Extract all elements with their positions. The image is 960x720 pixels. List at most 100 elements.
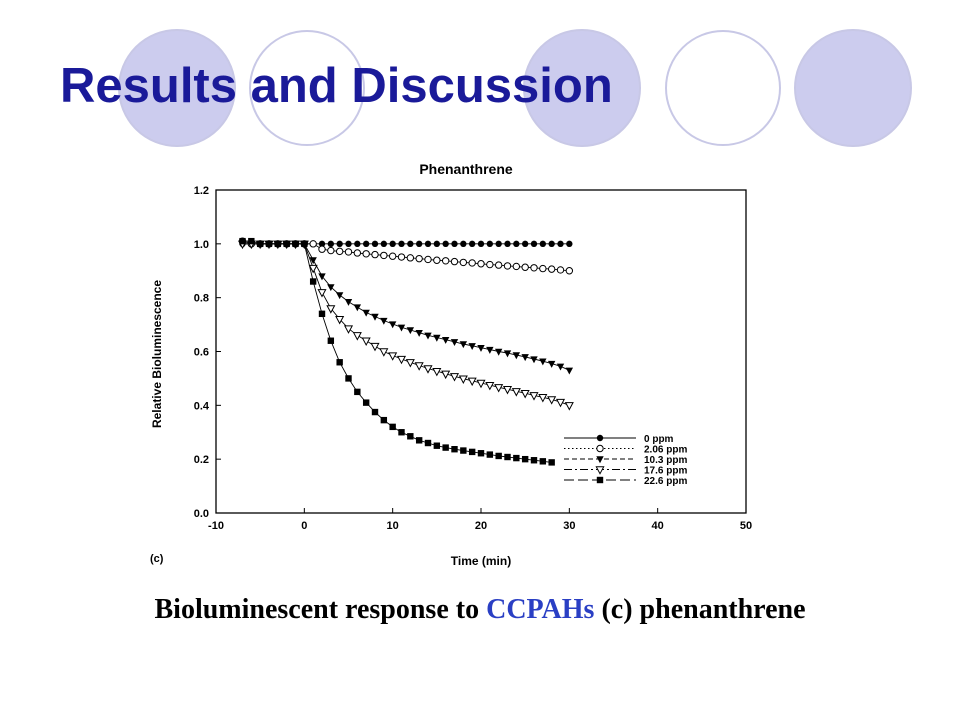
data-point xyxy=(520,390,530,399)
data-point xyxy=(441,336,450,344)
data-point xyxy=(468,448,476,456)
x-tick-label: 10 xyxy=(387,520,399,532)
data-point xyxy=(467,377,477,387)
data-point xyxy=(477,240,485,248)
data-point xyxy=(458,375,468,384)
data-point xyxy=(397,324,406,332)
data-point xyxy=(424,332,432,340)
y-tick-label: 0.4 xyxy=(194,400,210,412)
data-point xyxy=(371,250,379,259)
data-point xyxy=(503,350,512,358)
data-point xyxy=(388,352,398,361)
data-point xyxy=(486,451,494,458)
data-point xyxy=(309,257,317,265)
deco-circle-3 xyxy=(523,29,641,147)
legend-marker xyxy=(596,456,604,464)
data-point xyxy=(504,453,511,461)
data-point xyxy=(513,240,520,248)
data-point xyxy=(380,317,388,325)
data-point xyxy=(353,304,362,312)
data-point xyxy=(415,254,423,263)
data-point xyxy=(494,384,504,393)
data-point xyxy=(450,339,459,347)
data-point xyxy=(433,256,441,264)
data-point xyxy=(380,251,388,260)
data-point xyxy=(265,240,273,248)
data-point xyxy=(318,245,326,253)
data-point xyxy=(326,305,336,314)
data-point xyxy=(336,359,343,366)
data-point xyxy=(424,439,432,447)
data-point xyxy=(565,367,574,375)
data-point xyxy=(555,398,566,408)
data-point xyxy=(459,258,468,267)
data-point xyxy=(353,249,362,257)
data-point xyxy=(521,354,529,362)
legend-marker xyxy=(595,466,605,475)
data-point xyxy=(388,321,397,329)
data-point xyxy=(354,388,361,396)
y-tick-label: 0.2 xyxy=(194,454,209,466)
data-point xyxy=(415,437,423,444)
data-point xyxy=(451,240,458,248)
data-point xyxy=(494,348,503,356)
data-point xyxy=(486,346,494,354)
data-point xyxy=(548,240,555,248)
data-point xyxy=(485,381,495,391)
x-axis-label: Time (min) xyxy=(451,554,511,568)
series-line xyxy=(242,243,570,406)
data-point xyxy=(327,240,335,248)
data-point xyxy=(344,299,353,306)
data-point xyxy=(308,264,318,274)
series-5 xyxy=(239,237,555,466)
legend-item: 22.6 ppm xyxy=(564,476,687,487)
data-point xyxy=(327,337,335,344)
x-tick-label: 0 xyxy=(301,520,307,532)
series-layer xyxy=(237,237,574,466)
data-point xyxy=(468,240,476,248)
data-point xyxy=(318,240,326,248)
data-point xyxy=(361,337,371,346)
data-point xyxy=(530,240,538,248)
data-point xyxy=(406,327,415,335)
data-point xyxy=(477,345,485,352)
data-point xyxy=(432,367,442,377)
data-point xyxy=(309,278,317,285)
data-point xyxy=(344,248,353,256)
data-point xyxy=(424,240,432,248)
data-point xyxy=(389,423,396,431)
data-point xyxy=(441,257,450,265)
data-point xyxy=(468,259,476,267)
x-tick-label: -10 xyxy=(208,520,224,532)
data-point xyxy=(459,341,468,349)
data-point xyxy=(511,388,521,397)
data-point xyxy=(521,455,529,463)
y-tick-label: 0.8 xyxy=(194,293,209,305)
data-point xyxy=(362,240,370,248)
y-ticks: 0.0 0.2 0.4 0.6 0.8 1.0 1.2 xyxy=(194,185,221,520)
data-point xyxy=(371,408,379,416)
data-point xyxy=(548,459,555,466)
data-point xyxy=(327,284,335,292)
data-point xyxy=(380,416,388,424)
data-point xyxy=(239,237,246,245)
data-point xyxy=(248,237,255,245)
caption-text-before: Bioluminescent response to xyxy=(154,594,487,625)
legend-label: 2.06 ppm xyxy=(644,445,687,456)
data-point xyxy=(449,373,460,382)
legend-item: 2.06 ppm xyxy=(564,445,687,456)
data-point xyxy=(495,452,502,460)
data-point xyxy=(566,240,573,248)
caption-highlight: CCPAHs xyxy=(486,594,595,625)
legend-item: 0 ppm xyxy=(564,434,674,445)
data-point xyxy=(256,240,264,248)
data-point xyxy=(494,261,503,269)
data-point xyxy=(530,264,538,272)
data-point xyxy=(274,240,282,248)
legend-label: 22.6 ppm xyxy=(644,476,687,487)
data-point xyxy=(460,240,467,248)
data-point xyxy=(362,309,370,317)
data-point xyxy=(370,342,380,352)
data-point xyxy=(415,240,423,248)
